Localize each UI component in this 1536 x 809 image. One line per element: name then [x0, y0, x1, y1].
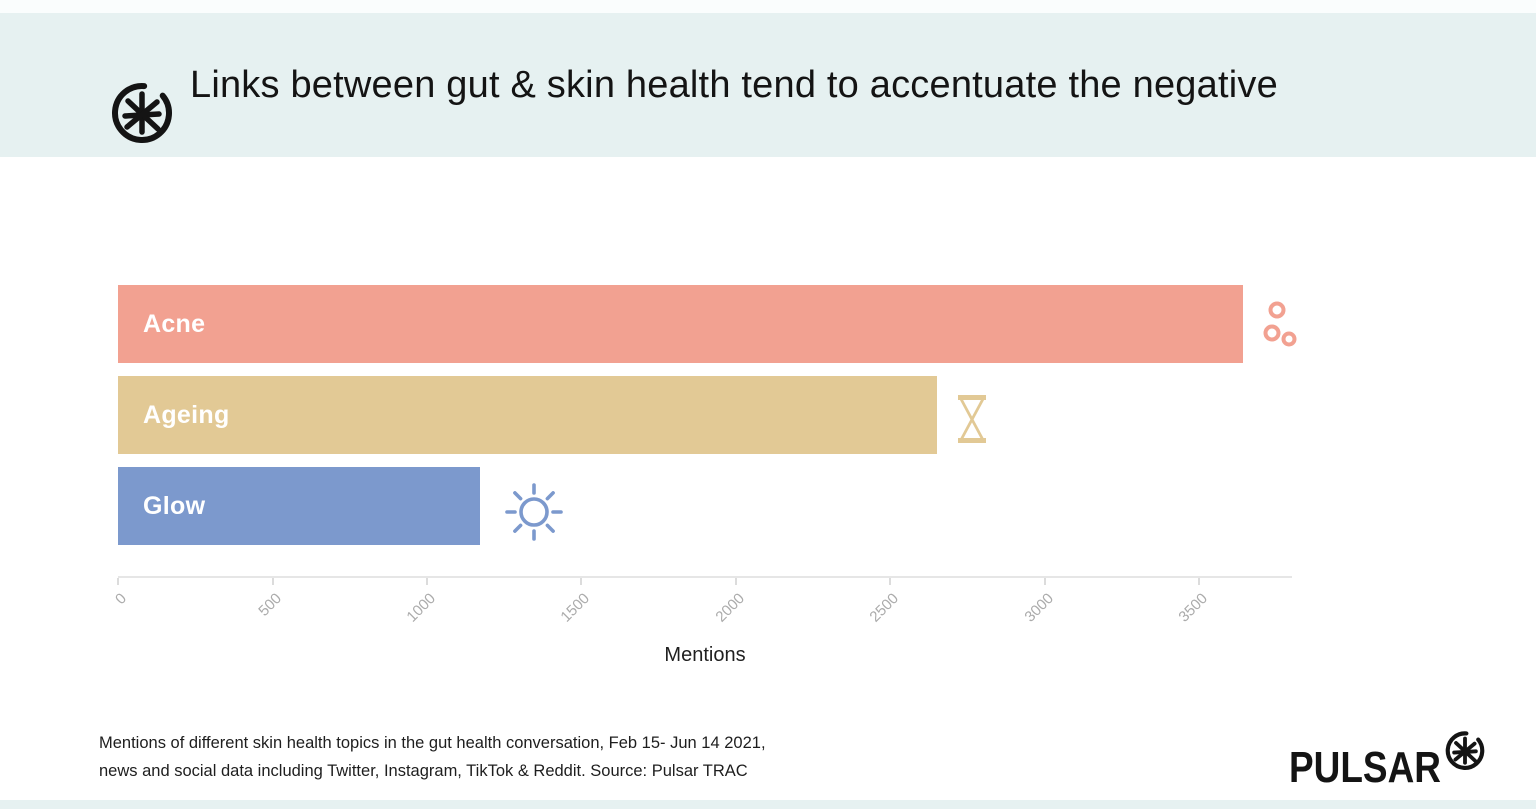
- bar-acne: Acne: [118, 285, 1243, 363]
- source-note: Mentions of different skin health topics…: [99, 730, 766, 785]
- x-axis-tick: [580, 578, 583, 585]
- x-axis-tick-label: 1000: [403, 590, 439, 626]
- sun-icon: [504, 482, 564, 542]
- x-axis-tick-label: 500: [254, 590, 285, 620]
- x-axis-tick: [734, 578, 737, 585]
- hourglass-icon: [955, 394, 989, 444]
- x-axis-tick-label: 1500: [557, 590, 594, 626]
- bar-ageing: Ageing: [118, 376, 937, 454]
- bottom-strip: [0, 800, 1536, 809]
- x-axis-line: [118, 576, 1292, 578]
- chart-title: Links between gut & skin health tend to …: [190, 63, 1278, 106]
- x-axis-tick-label: 2500: [866, 590, 903, 626]
- pulsar-asterisk-icon: [1442, 727, 1488, 773]
- top-strip: [0, 0, 1536, 13]
- x-axis-title: Mentions: [664, 644, 746, 666]
- x-axis-tick-label: 2000: [712, 590, 748, 626]
- pulsar-brand-logo: PULSAR: [1289, 727, 1488, 793]
- source-note-line1: Mentions of different skin health topics…: [99, 734, 766, 752]
- x-axis-tick: [1198, 578, 1201, 585]
- x-axis-tick: [117, 578, 119, 585]
- x-axis-tick-label: 3000: [1021, 590, 1057, 626]
- x-axis-tick-label: 0: [112, 590, 131, 608]
- source-note-line2: news and social data including Twitter, …: [99, 761, 748, 780]
- header-band: Links between gut & skin health tend to …: [0, 13, 1536, 157]
- acne-spots-icon: [1261, 294, 1305, 354]
- bar-label: Ageing: [143, 400, 230, 429]
- pulsar-wordmark: PULSAR: [1289, 743, 1441, 792]
- x-axis-tick: [425, 578, 428, 585]
- bar-glow: Glow: [118, 467, 480, 545]
- x-axis-tick: [889, 578, 892, 585]
- pulsar-asterisk-logo-icon: [106, 76, 178, 148]
- bar-label: Glow: [143, 491, 206, 520]
- bar-label: Acne: [143, 309, 206, 338]
- x-axis-tick: [1043, 578, 1046, 585]
- x-axis-tick: [271, 578, 274, 585]
- x-axis-tick-label: 3500: [1175, 590, 1212, 626]
